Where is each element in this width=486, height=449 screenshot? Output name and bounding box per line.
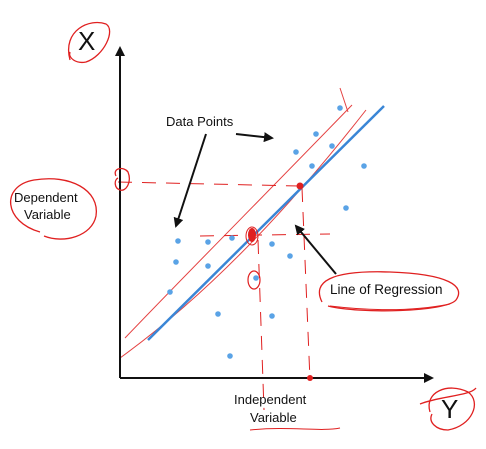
data-point: [205, 263, 211, 269]
data-point: [309, 163, 315, 169]
data-points: [167, 105, 367, 359]
data-point: [287, 253, 293, 259]
y-letter-swoosh: [419, 387, 477, 405]
annotation-circles: [9, 22, 477, 431]
independent-underline: [249, 427, 341, 431]
data-point: [175, 238, 181, 244]
data-point: [205, 239, 211, 245]
data-point: [253, 275, 259, 281]
highlight-point-axis: [307, 375, 313, 381]
data-points-arrow-right: [235, 132, 274, 143]
axes: [115, 46, 434, 383]
data-points-arrow-left: [173, 133, 207, 228]
axis-tick-circle: [114, 167, 130, 191]
independent-variable-label-line2: Variable: [250, 410, 297, 425]
envelope-lower: [119, 109, 367, 359]
data-point: [269, 241, 275, 247]
vertical-dash-right: [301, 187, 311, 381]
highlight-circle-lower: [247, 270, 261, 290]
y-letter-circle: [428, 387, 476, 431]
x-axis-letter: X: [78, 26, 95, 56]
data-point: [337, 105, 343, 111]
data-point: [293, 149, 299, 155]
data-point: [329, 143, 335, 149]
y-axis-letter: Y: [441, 394, 458, 424]
horizontal-dash-middle: [199, 233, 331, 237]
regression-label-circle: [318, 271, 460, 312]
data-point: [173, 259, 179, 265]
data-point: [229, 235, 235, 241]
horizontal-dash-upper: [117, 181, 301, 187]
vertical-dash-left: [257, 239, 265, 411]
dependent-variable-label-line1: Dependent: [14, 190, 78, 205]
highlight-point-upper: [296, 182, 304, 190]
dependent-variable-circle: [9, 178, 97, 240]
x-letter-circle: [67, 22, 111, 64]
annotation-underlines: [249, 303, 451, 431]
envelope-upper: [124, 104, 353, 339]
data-points-label: Data Points: [166, 114, 234, 129]
regression-envelope: [119, 87, 367, 359]
highlight-point-middle-outline: [245, 226, 259, 246]
data-point: [215, 311, 221, 317]
envelope-tick-top: [339, 87, 349, 113]
highlighted-points: [245, 182, 313, 381]
highlight-point-middle: [248, 228, 256, 242]
independent-variable-label-line1: Independent: [234, 392, 307, 407]
data-point: [227, 353, 233, 359]
data-point: [167, 289, 173, 295]
data-point: [313, 131, 319, 137]
line-of-regression-label: Line of Regression: [330, 282, 443, 297]
data-point: [269, 313, 275, 319]
regression-arrow: [294, 224, 337, 275]
regression-line: [147, 105, 385, 341]
regression-underline: [329, 303, 451, 311]
data-point: [343, 205, 349, 211]
data-point: [361, 163, 367, 169]
annotation-dashes: [117, 181, 331, 411]
dependent-variable-label-line2: Variable: [24, 207, 71, 222]
pointer-arrows: [173, 132, 337, 275]
